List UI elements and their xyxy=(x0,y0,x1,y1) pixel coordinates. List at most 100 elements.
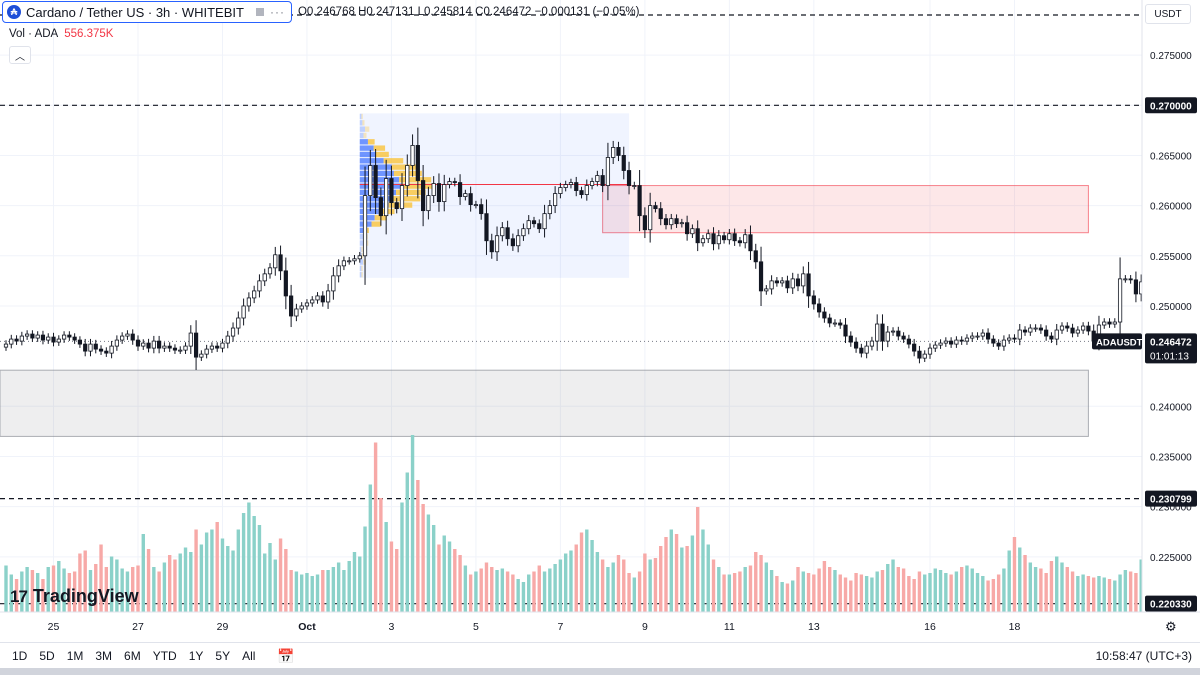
timeframe-1y[interactable]: 1Y xyxy=(188,649,204,663)
candle-body xyxy=(774,280,779,284)
volume-bar xyxy=(516,579,520,612)
candle-body xyxy=(215,345,220,349)
volume-profile-bar-up xyxy=(359,126,366,132)
candle-body xyxy=(463,193,468,197)
candle-body xyxy=(817,303,822,313)
volume-bar xyxy=(189,552,193,612)
candle-body xyxy=(83,343,88,352)
candle-body xyxy=(558,187,563,194)
candle-body xyxy=(183,345,188,351)
volume-bar xyxy=(257,525,262,612)
timeframe-5d[interactable]: 5D xyxy=(39,649,55,663)
volume-bar xyxy=(975,573,980,612)
zone-resistance xyxy=(602,185,1089,234)
y-tick-label: 0.250000 xyxy=(1150,302,1192,313)
timeframe-5y[interactable]: 5Y xyxy=(215,649,231,663)
volume-bar xyxy=(421,504,425,612)
symbol-selector[interactable]: ₳ Cardano / Tether US · 3h · WHITEBIT ··… xyxy=(2,1,292,23)
volume-bar xyxy=(780,582,784,612)
volume-bar xyxy=(754,552,758,612)
volume-bar xyxy=(938,570,943,612)
volume-profile-bar-up xyxy=(359,177,400,183)
candle-body xyxy=(199,353,204,358)
volume-bar xyxy=(527,574,531,612)
candle-body xyxy=(584,185,589,195)
volume-profile-bar-up xyxy=(359,139,368,145)
candle-body xyxy=(130,333,135,341)
volume-bar xyxy=(178,553,182,612)
timeframe-ytd[interactable]: YTD xyxy=(152,649,177,663)
volume-bar xyxy=(664,537,668,612)
volume-profile-bar-down xyxy=(362,120,365,126)
more-icon[interactable]: ··· xyxy=(269,5,285,19)
volume-bar xyxy=(574,544,578,612)
candle-body xyxy=(748,234,753,252)
volume-bar xyxy=(896,567,901,612)
candle-body xyxy=(25,333,30,337)
volume-bar xyxy=(305,573,309,612)
candle-body xyxy=(241,305,246,319)
volume-bar xyxy=(769,570,774,612)
x-tick-label: 25 xyxy=(48,621,60,633)
y-tick-label: 0.225000 xyxy=(1150,553,1192,564)
volume-bar xyxy=(727,574,732,612)
volume-bar xyxy=(495,570,499,612)
candle-body xyxy=(838,322,843,326)
volume-bar xyxy=(901,568,906,612)
volume-bar xyxy=(717,567,721,612)
candle-body xyxy=(653,205,658,210)
ohlc-readout: O0.246768 H0.247131 L0.245814 C0.246472 … xyxy=(298,6,640,18)
volume-profile-bar-down xyxy=(383,158,404,164)
timeframe-6m[interactable]: 6M xyxy=(124,649,141,663)
price-chart[interactable]: 0.275000 0.270000 0.265000 0.260000 0.255000… xyxy=(0,0,1200,642)
volume-bar xyxy=(252,516,256,612)
volume-bar xyxy=(104,567,109,612)
volume-bar xyxy=(1086,576,1091,612)
volume-bar xyxy=(363,526,367,612)
settings-icon[interactable]: ⚙ xyxy=(1165,619,1177,634)
timeframe-all[interactable]: All xyxy=(242,649,256,663)
tradingview-logo: 17 TradingView xyxy=(10,586,139,607)
candle-body xyxy=(14,338,19,342)
timeframe-3m[interactable]: 3M xyxy=(95,649,113,663)
current-price-tag xyxy=(1145,333,1197,364)
volume-bar xyxy=(1097,576,1101,612)
currency-selector[interactable]: USDT xyxy=(1145,4,1191,24)
volume-bar xyxy=(278,538,283,612)
candle-body xyxy=(579,190,584,195)
volume-profile-bar-up xyxy=(359,183,402,189)
candle-body xyxy=(447,181,452,185)
volume-bar xyxy=(949,574,953,612)
clock[interactable]: 10:58:47 (UTC+3) xyxy=(1095,649,1192,663)
timeframe-1d[interactable]: 1D xyxy=(12,649,28,663)
volume-bar xyxy=(738,571,742,612)
candle-body xyxy=(1033,327,1038,330)
tradingview-mark-icon: 17 xyxy=(10,586,28,606)
volume-bar xyxy=(907,576,911,612)
candle-body xyxy=(1075,329,1080,334)
volume-bar xyxy=(14,579,19,612)
candle-body xyxy=(505,227,510,240)
candle-body xyxy=(743,234,748,244)
candle-body xyxy=(141,342,146,347)
volume-bar xyxy=(72,571,77,612)
volume-bar xyxy=(120,568,124,612)
candle-body xyxy=(98,348,104,352)
candle-body xyxy=(1112,321,1117,325)
volume-bar xyxy=(585,529,589,612)
volume-bar xyxy=(806,573,811,612)
candle-body xyxy=(933,344,938,349)
volume-bar xyxy=(336,562,341,612)
x-tick-label: 13 xyxy=(808,621,820,633)
collapse-legend-button[interactable]: ︿ xyxy=(9,46,31,64)
candle-body xyxy=(568,182,574,185)
timeframe-1m[interactable]: 1M xyxy=(66,649,84,663)
open-value: O0.246768 xyxy=(297,6,355,18)
candle-body xyxy=(30,333,35,339)
volume-bar xyxy=(875,571,879,612)
volume-bar xyxy=(315,574,320,612)
volume-bar xyxy=(611,562,615,612)
calendar-icon[interactable]: 📅 xyxy=(277,647,295,664)
candle-body xyxy=(331,275,336,292)
candle-body xyxy=(294,308,299,317)
